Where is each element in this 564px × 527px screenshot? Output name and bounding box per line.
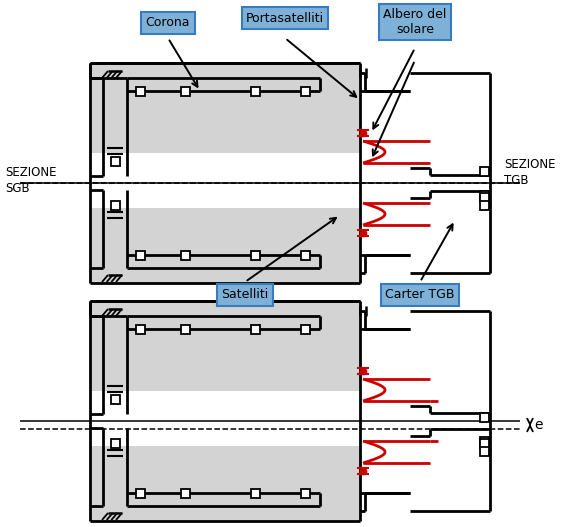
Bar <box>135 86 144 95</box>
Text: Albero del
solare: Albero del solare <box>384 8 447 36</box>
Bar <box>301 250 310 259</box>
Bar <box>250 86 259 95</box>
Text: Portasatelliti: Portasatelliti <box>246 12 324 24</box>
Text: Carter TGB: Carter TGB <box>385 288 455 301</box>
Bar <box>111 395 120 404</box>
Bar <box>479 436 488 445</box>
Text: SEZIONE
TGB: SEZIONE TGB <box>504 158 556 187</box>
Bar <box>479 192 488 201</box>
Text: SEZIONE
SGB: SEZIONE SGB <box>5 165 56 194</box>
Bar <box>90 446 360 521</box>
Bar <box>479 200 488 210</box>
Text: Satelliti: Satelliti <box>222 288 268 301</box>
Bar <box>90 301 360 391</box>
Bar <box>479 167 488 175</box>
Bar <box>90 208 360 283</box>
Bar <box>111 438 120 447</box>
Text: e: e <box>534 418 543 432</box>
Bar <box>250 250 259 259</box>
Bar <box>250 325 259 334</box>
Bar <box>180 325 190 334</box>
Bar <box>479 446 488 455</box>
Bar <box>479 438 488 447</box>
Bar <box>111 200 120 210</box>
Bar <box>479 190 488 200</box>
Bar <box>135 489 144 497</box>
Bar <box>301 325 310 334</box>
Bar <box>479 413 488 422</box>
Bar <box>180 86 190 95</box>
Text: Corona: Corona <box>146 16 190 30</box>
Bar <box>111 157 120 165</box>
Bar <box>180 250 190 259</box>
Bar <box>250 489 259 497</box>
Bar <box>301 489 310 497</box>
Bar <box>90 63 360 153</box>
Bar <box>135 325 144 334</box>
Bar <box>180 489 190 497</box>
Bar <box>301 86 310 95</box>
Bar <box>135 250 144 259</box>
